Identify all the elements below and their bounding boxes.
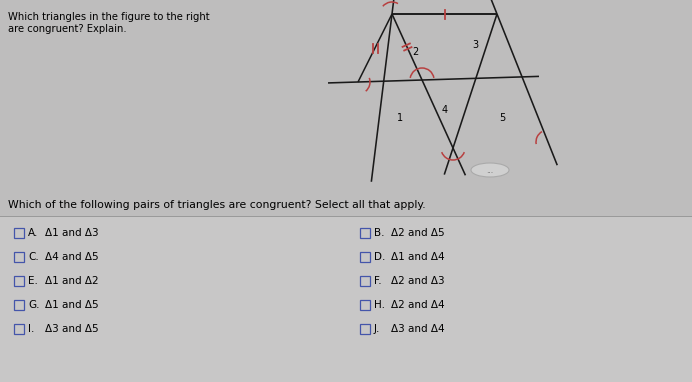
Ellipse shape [471, 163, 509, 177]
Text: Δ1 and Δ3: Δ1 and Δ3 [45, 228, 99, 238]
Text: Δ1 and Δ5: Δ1 and Δ5 [45, 300, 99, 310]
Text: are congruent? Explain.: are congruent? Explain. [8, 24, 127, 34]
Text: Δ2 and Δ3: Δ2 and Δ3 [391, 276, 445, 286]
Bar [360, 228, 370, 238]
Text: Δ4 and Δ5: Δ4 and Δ5 [45, 252, 99, 262]
Text: H.: H. [374, 300, 385, 310]
Text: 1: 1 [397, 113, 403, 123]
Text: J.: J. [374, 324, 381, 334]
Text: 3: 3 [472, 40, 478, 50]
Bar [14, 300, 24, 310]
Bar [360, 276, 370, 286]
Text: Which of the following pairs of triangles are congruent? Select all that apply.: Which of the following pairs of triangle… [8, 200, 426, 210]
Text: E.: E. [28, 276, 38, 286]
Text: Δ3 and Δ5: Δ3 and Δ5 [45, 324, 99, 334]
Bar [14, 276, 24, 286]
Text: Δ1 and Δ2: Δ1 and Δ2 [45, 276, 99, 286]
Bar [14, 324, 24, 334]
Text: Δ2 and Δ4: Δ2 and Δ4 [391, 300, 445, 310]
Text: 2: 2 [412, 47, 418, 57]
Text: 5: 5 [499, 113, 505, 123]
Text: I.: I. [28, 324, 35, 334]
Text: 4: 4 [442, 105, 448, 115]
Bar [360, 252, 370, 262]
Bar [14, 252, 24, 262]
Text: Which triangles in the figure to the right: Which triangles in the figure to the rig… [8, 12, 210, 22]
Text: Δ2 and Δ5: Δ2 and Δ5 [391, 228, 445, 238]
Text: Δ1 and Δ4: Δ1 and Δ4 [391, 252, 445, 262]
Text: D.: D. [374, 252, 385, 262]
Text: C.: C. [28, 252, 39, 262]
Bar [14, 228, 24, 238]
Text: B.: B. [374, 228, 385, 238]
Bar [360, 324, 370, 334]
Text: Δ3 and Δ4: Δ3 and Δ4 [391, 324, 445, 334]
Bar [0, 216, 692, 382]
Text: ...: ... [486, 165, 493, 175]
Text: F.: F. [374, 276, 381, 286]
Text: A.: A. [28, 228, 38, 238]
Bar [0, 0, 692, 216]
Text: G.: G. [28, 300, 39, 310]
Bar [360, 300, 370, 310]
